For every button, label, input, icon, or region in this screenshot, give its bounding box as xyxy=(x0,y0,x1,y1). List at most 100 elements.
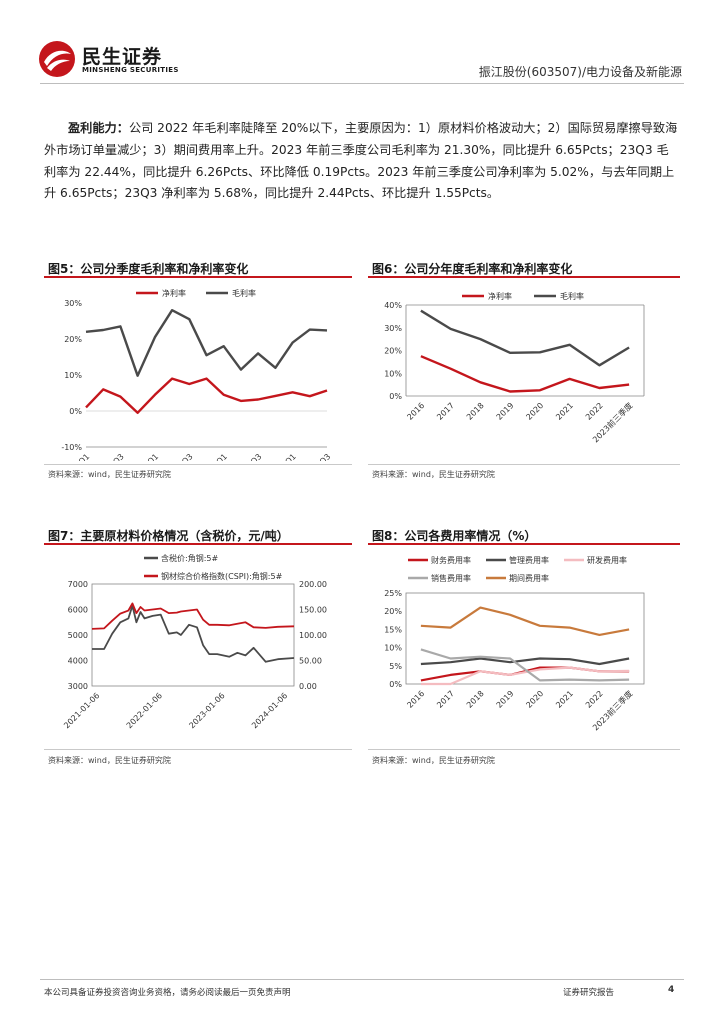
legend-label: 研发费用率 xyxy=(587,555,627,565)
y-tick-label: 10% xyxy=(64,371,82,380)
series-line-4 xyxy=(420,648,630,682)
fig5-chart: -10% 0% 10% 20% 30% 20Q1 20Q3 21Q1 21Q3 22Q1 22Q3 2… xyxy=(61,288,333,461)
x-tick-label: 2017 xyxy=(435,689,456,710)
y-tick-label: 10% xyxy=(384,369,402,378)
y-tick-label: 10% xyxy=(384,644,402,653)
x-tick-label: 2021 xyxy=(554,689,575,710)
legend-label: 净利率 xyxy=(162,288,186,298)
y-tick-label: 20% xyxy=(384,347,402,356)
x-tick-label: 2022 xyxy=(584,689,605,710)
series-line-2 xyxy=(420,657,630,666)
fig6-rule xyxy=(368,276,680,278)
x-tick-label: 23Q3 xyxy=(311,452,333,461)
x-tick-label: 2018 xyxy=(465,689,486,710)
paragraph-body: 公司 2022 年毛利率陡降至 20%以下，主要原因为：1）原材料价格波动大；2… xyxy=(44,121,678,201)
x-tick-label: 2017 xyxy=(435,401,456,422)
y-left-tick-label: 5000 xyxy=(68,631,88,640)
x-tick-label: 22Q1 xyxy=(207,452,229,461)
y-left-tick-label: 7000 xyxy=(68,580,88,589)
footer-divider xyxy=(40,979,684,980)
x-tick-label: 21Q1 xyxy=(139,452,161,461)
y-tick-label: -10% xyxy=(61,443,82,452)
header-divider xyxy=(40,83,684,84)
y-tick-label: 20% xyxy=(384,607,402,616)
series-line-3 xyxy=(420,666,630,686)
footer-report-type: 证券研究报告 xyxy=(563,988,615,998)
series-line-5 xyxy=(420,606,630,637)
y-left-tick-label: 3000 xyxy=(68,682,88,691)
series-line-1 xyxy=(85,377,328,415)
fig8-chart: 0% 5% 10% 15% 20% 25% 2016 2017 2018 2019 2020 2021… xyxy=(384,555,645,732)
x-tick-label: 2021 xyxy=(554,401,575,422)
y-tick-label: 0% xyxy=(389,392,402,401)
y-tick-label: 25% xyxy=(384,589,402,598)
logo-english-name: MINSHENG SECURITIES xyxy=(82,66,179,74)
y-left-tick-label: 4000 xyxy=(68,657,88,666)
y-tick-label: 40% xyxy=(384,301,402,310)
fig5-title: 图5：公司分季度毛利率和净利率变化 xyxy=(48,262,249,276)
x-tick-label: 2024-01-06 xyxy=(250,691,289,730)
plot-frame xyxy=(405,592,645,685)
y-right-tick-label: 100.00 xyxy=(299,631,327,640)
series-line-1 xyxy=(420,355,630,393)
brand-logo: 民生证券 MINSHENG SECURITIES xyxy=(38,40,178,78)
legend-label: 销售费用率 xyxy=(431,573,471,583)
fig8-source: 资料来源：wind，民生证券研究院 xyxy=(372,756,495,765)
y-tick-label: 30% xyxy=(64,299,82,308)
y-right-tick-label: 0.00 xyxy=(299,682,317,691)
x-tick-label: 2019 xyxy=(495,689,516,710)
y-tick-label: 0% xyxy=(389,680,402,689)
series-line-2 xyxy=(85,309,328,377)
fig7-source: 资料来源：wind，民生证券研究院 xyxy=(48,756,171,765)
x-tick-label: 2020 xyxy=(524,401,545,422)
y-right-tick-label: 150.00 xyxy=(299,606,327,615)
x-tick-label: 20Q1 xyxy=(70,452,92,461)
legend-label: 净利率 xyxy=(488,291,512,301)
fig7-chart: 3000 4000 5000 6000 7000 0.00 50.00 100.00 150.0… xyxy=(62,553,327,730)
y-right-tick-label: 200.00 xyxy=(299,580,327,589)
fig6-title: 图6：公司分年度毛利率和净利率变化 xyxy=(372,262,573,276)
legend-label: 期间费用率 xyxy=(509,573,549,583)
legend-label: 管理费用率 xyxy=(509,555,549,565)
fig6-bottom-rule xyxy=(368,464,680,465)
y-tick-label: 20% xyxy=(64,335,82,344)
y-tick-label: 30% xyxy=(384,324,402,333)
logo-chinese-name: 民生证券 xyxy=(82,46,163,68)
series-line-2 xyxy=(91,602,295,630)
fig8-rule xyxy=(368,543,680,545)
x-tick-label: 21Q3 xyxy=(173,452,195,461)
x-tick-label: 2016 xyxy=(405,401,426,422)
x-tick-label: 22Q3 xyxy=(242,452,264,461)
report-subject: 振江股份(603507)/电力设备及新能源 xyxy=(478,65,682,79)
fig5-rule xyxy=(44,276,352,278)
plot-frame xyxy=(91,583,295,687)
fig6-chart: 0% 10% 20% 30% 40% 2016 2017 2018 2019 2020 2021 20… xyxy=(384,291,645,444)
legend-label: 钢材综合价格指数(CSPI):角钢:5# xyxy=(161,571,283,581)
legend-label: 含税价:角钢:5# xyxy=(161,553,218,563)
y-tick-label: 0% xyxy=(69,407,82,416)
series-line-1 xyxy=(92,604,295,663)
fig8-bottom-rule xyxy=(368,749,680,750)
x-tick-label: 2023-01-06 xyxy=(187,691,226,730)
minsheng-logo-icon xyxy=(39,41,75,77)
x-tick-label: 2020 xyxy=(524,689,545,710)
x-tick-label: 2022-01-06 xyxy=(125,691,164,730)
legend-label: 财务费用率 xyxy=(431,555,471,565)
series-line-2 xyxy=(420,309,630,367)
y-tick-label: 15% xyxy=(384,625,402,634)
legend-label: 毛利率 xyxy=(232,288,256,298)
x-tick-label: 20Q3 xyxy=(104,452,126,461)
fig7-rule xyxy=(44,543,352,545)
paragraph-lead: 盈利能力： xyxy=(68,121,129,135)
x-tick-label: 2016 xyxy=(405,689,426,710)
fig5-source: 资料来源：wind，民生证券研究院 xyxy=(48,470,171,479)
fig8-title: 图8：公司各费用率情况（%） xyxy=(372,529,537,543)
y-left-tick-label: 6000 xyxy=(68,606,88,615)
legend-label: 毛利率 xyxy=(560,291,584,301)
x-tick-label: 23Q1 xyxy=(276,452,298,461)
fig7-title: 图7：主要原材料价格情况（含税价，元/吨） xyxy=(48,529,289,543)
x-tick-label: 2018 xyxy=(465,401,486,422)
footer-disclaimer: 本公司具备证券投资咨询业务资格，请务必阅读最后一页免责声明 xyxy=(44,988,291,998)
fig6-source: 资料来源：wind，民生证券研究院 xyxy=(372,470,495,479)
x-tick-label: 2019 xyxy=(495,401,516,422)
